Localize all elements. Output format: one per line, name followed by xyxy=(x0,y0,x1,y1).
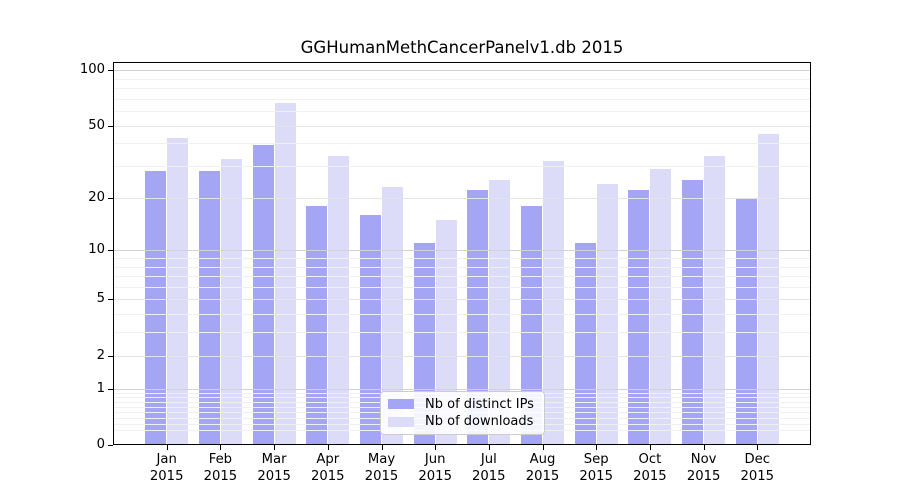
gridline-minor xyxy=(114,143,810,145)
gridline-minor xyxy=(114,111,810,112)
y-tick-label-5: 5 xyxy=(96,291,105,307)
x-tick-label-aug: Aug 2015 xyxy=(525,452,560,484)
legend-label-distinct-ips: Nb of distinct IPs xyxy=(425,396,534,412)
gridline-minor xyxy=(114,98,810,100)
x-axis-tick xyxy=(327,445,329,450)
gridline-major xyxy=(114,250,810,252)
bar-distinct-ips-mar xyxy=(252,145,274,445)
y-tick-label-50: 50 xyxy=(88,117,105,133)
bar-distinct-ips-feb xyxy=(198,171,220,445)
gridline-minor xyxy=(114,87,810,89)
bar-downloads-aug xyxy=(543,160,564,445)
bar-distinct-ips-oct xyxy=(628,190,650,445)
x-axis-tick xyxy=(381,445,383,450)
y-tick-label-0: 0 xyxy=(96,437,105,452)
bar-distinct-ips-may xyxy=(360,214,381,445)
x-axis-tick xyxy=(166,445,168,450)
x-tick-label-jun: Jun 2015 xyxy=(418,452,452,484)
bar-downloads-mar xyxy=(274,103,296,445)
y-axis-tick xyxy=(108,70,113,71)
x-tick-label-may: May 2015 xyxy=(364,452,399,484)
y-axis-tick xyxy=(108,125,113,127)
x-tick-label-oct: Oct 2015 xyxy=(633,452,667,484)
bar-downloads-feb xyxy=(220,158,242,445)
y-tick-label-10: 10 xyxy=(88,242,105,258)
bar-distinct-ips-apr xyxy=(306,205,328,445)
y-axis-tick xyxy=(108,388,113,390)
bar-distinct-ips-dec xyxy=(735,197,757,445)
gridline xyxy=(114,197,810,199)
y-tick-label-2: 2 xyxy=(96,347,105,363)
gridline-minor xyxy=(114,276,810,277)
x-tick-label-jan: Jan 2015 xyxy=(149,452,184,484)
legend-swatch-distinct-ips xyxy=(388,399,414,410)
gridline-major xyxy=(114,70,810,71)
x-axis-tick xyxy=(274,445,276,450)
bar-distinct-ips-jul xyxy=(467,190,489,445)
y-axis-tick xyxy=(108,250,113,252)
bar-downloads-jan xyxy=(167,137,189,445)
gridline-minor xyxy=(114,266,810,268)
bar-downloads-oct xyxy=(650,168,672,445)
x-tick-label-jul: Jul 2015 xyxy=(472,452,506,484)
gridline xyxy=(114,125,810,127)
y-axis-tick xyxy=(108,299,113,301)
y-axis-tick xyxy=(108,355,113,357)
legend-item-distinct-ips: Nb of distinct IPs xyxy=(388,397,537,412)
y-axis-tick xyxy=(108,445,113,446)
bar-downloads-apr xyxy=(328,156,350,445)
x-axis-tick xyxy=(596,445,598,450)
x-axis-tick xyxy=(220,445,222,450)
x-axis-tick xyxy=(757,445,759,450)
x-tick-label-nov: Nov 2015 xyxy=(686,452,721,484)
x-axis-tick xyxy=(649,445,651,450)
y-tick-label-100: 100 xyxy=(79,62,105,77)
x-axis-tick xyxy=(703,445,705,450)
bar-downloads-nov xyxy=(704,156,726,445)
y-tick-label-20: 20 xyxy=(88,189,105,205)
bar-downloads-may xyxy=(382,186,403,445)
bar-downloads-jul xyxy=(489,180,511,445)
bar-downloads-dec xyxy=(757,133,779,445)
legend-item-downloads: Nb of downloads xyxy=(388,414,537,429)
bar-distinct-ips-sep xyxy=(574,243,596,445)
gridline xyxy=(114,299,810,301)
gridline-minor xyxy=(114,257,810,259)
gridline-minor xyxy=(114,286,810,288)
y-tick-label-1: 1 xyxy=(96,380,105,396)
gridline-minor xyxy=(114,314,810,316)
gridline xyxy=(114,355,810,357)
x-tick-label-dec: Dec 2015 xyxy=(740,452,775,484)
gridline-minor xyxy=(114,78,810,80)
bar-distinct-ips-nov xyxy=(682,180,704,445)
chart-title: GGHumanMethCancerPanelv1.db 2015 xyxy=(300,38,624,57)
x-tick-label-sep: Sep 2015 xyxy=(579,452,613,484)
gridline-major xyxy=(114,388,810,390)
legend-swatch-downloads xyxy=(388,416,414,427)
x-tick-label-feb: Feb 2015 xyxy=(203,452,238,484)
y-axis-tick xyxy=(108,197,113,199)
bar-distinct-ips-jan xyxy=(145,171,167,445)
gridline-minor xyxy=(114,166,810,167)
x-axis-tick xyxy=(435,445,437,450)
legend-label-downloads: Nb of downloads xyxy=(425,414,534,430)
x-axis-tick xyxy=(542,445,544,450)
x-tick-label-apr: Apr 2015 xyxy=(311,452,345,484)
x-tick-label-mar: Mar 2015 xyxy=(257,452,291,484)
bar-distinct-ips-aug xyxy=(521,205,542,445)
legend: Nb of distinct IPs Nb of downloads xyxy=(380,391,545,435)
x-axis-tick xyxy=(488,445,490,450)
gridline-minor xyxy=(114,332,810,334)
